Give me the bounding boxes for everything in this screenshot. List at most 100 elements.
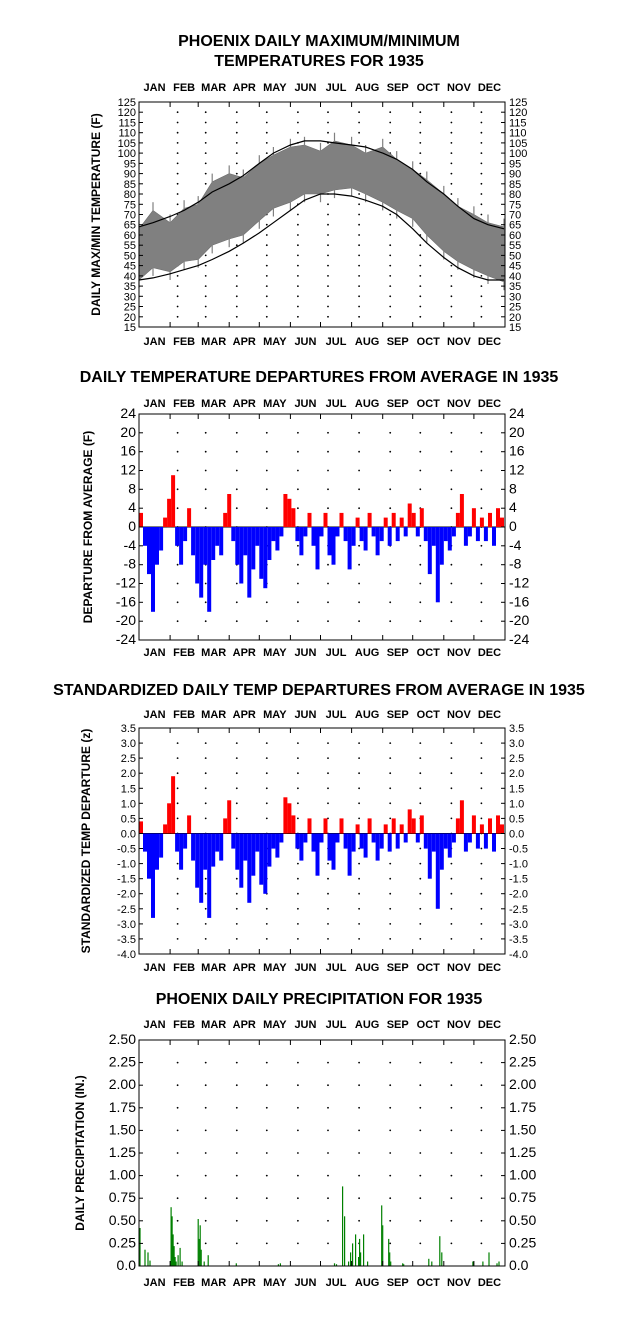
departure-bar	[439, 833, 444, 870]
departure-bar	[347, 833, 352, 876]
grid-dot-0-60-6	[358, 234, 360, 236]
y-tick-label-left: 0.0	[121, 828, 136, 840]
grid-dot-1-12-6	[358, 469, 360, 472]
grid-dot-3-1-9	[450, 1174, 453, 1177]
month-label-top: SEP	[387, 398, 409, 410]
month-label-top: APR	[233, 709, 256, 721]
grid-dot-2-1.5-9	[450, 787, 453, 790]
y-tick-label-left: 0.75	[109, 1189, 136, 1205]
grid-dot-2--3.5-9	[450, 938, 453, 940]
grid-dot-3-0.25-8	[419, 1242, 422, 1245]
departure-bar	[291, 508, 296, 527]
grid-dot-3-2.25-7	[389, 1061, 392, 1064]
grid-dot-0-50-1	[204, 254, 207, 257]
y-tick-label-right: 65	[509, 220, 521, 232]
y-tick-label-right: 0.5	[509, 813, 524, 825]
grid-dot-0-110-7	[389, 131, 392, 134]
grid-dot-1-4-1	[204, 507, 207, 510]
grid-dot-0-20-3	[265, 315, 268, 318]
grid-dot-3-0.75-2	[235, 1197, 238, 1200]
grid-dot-2-2-4	[297, 772, 299, 775]
y-tick-label-left: 1.5	[121, 783, 136, 795]
y-tick-label-right: 1.0	[509, 798, 524, 810]
grid-dot-0-40-6	[358, 275, 360, 277]
y-tick-label-right: 1.50	[509, 1121, 536, 1137]
grid-dot-2-3-7	[389, 742, 392, 744]
grid-dot-3-1.25-0	[176, 1152, 179, 1154]
grid-dot-3-0.25-10	[480, 1242, 483, 1245]
departure-bar	[419, 815, 424, 834]
grid-dot-1-8-4	[297, 488, 299, 491]
grid-dot-0-65-3	[265, 223, 268, 226]
departure-bar	[407, 503, 412, 527]
departure-bar	[335, 833, 340, 843]
y-tick-label-left: 55	[124, 240, 136, 252]
grid-dot-2--2-9	[450, 892, 453, 895]
grid-dot-1-4-10	[480, 507, 483, 510]
y-tick-label-right: 1.00	[509, 1167, 536, 1183]
departure-bar	[379, 527, 384, 542]
grid-dot-0-75-6	[358, 203, 360, 206]
grid-dot-2--3-0	[176, 923, 179, 925]
y-tick-label-right: 105	[509, 138, 527, 150]
grid-dot-2--1.5-8	[419, 877, 422, 880]
departure-bar	[271, 833, 276, 849]
departure-bar	[167, 803, 172, 834]
grid-dot-3-1.75-7	[389, 1106, 392, 1109]
y-tick-label-right: -0.5	[509, 844, 528, 856]
y-tick-label-left: 105	[118, 138, 136, 150]
grid-dot-3-2-7	[389, 1084, 392, 1087]
departure-bar	[323, 512, 328, 527]
grid-dot-0-95-9	[450, 162, 453, 165]
departure-bar	[439, 527, 444, 565]
month-label-top: MAY	[263, 1019, 287, 1031]
departure-bar	[255, 527, 260, 546]
grid-dot-1-4-2	[235, 507, 238, 510]
grid-dot-0-80-10	[480, 193, 483, 195]
y-tick-label-left: 12	[120, 462, 136, 478]
grid-dot-2-2.5-1	[204, 757, 207, 759]
departure-bar	[415, 527, 420, 537]
departure-bar	[287, 803, 292, 834]
y-tick-label-right: 90	[509, 169, 521, 181]
grid-dot-0-85-0	[176, 182, 179, 185]
grid-dot-0-115-3	[265, 121, 268, 124]
y-tick-label-right: 4	[509, 499, 517, 515]
grid-dot-0-70-4	[297, 213, 299, 216]
departure-bar	[403, 833, 408, 843]
grid-dot-2-1.5-2	[235, 787, 238, 790]
grid-dot-0-100-8	[419, 152, 422, 155]
month-label-bottom: OCT	[417, 647, 441, 659]
grid-dot-2-2-5	[327, 772, 329, 775]
grid-dot-0-35-5	[327, 285, 329, 287]
grid-dot-0-65-5	[327, 223, 329, 226]
y-tick-label-left: 0	[128, 518, 136, 534]
month-label-bottom: JUN	[294, 336, 316, 348]
grid-dot-0-105-1	[204, 142, 207, 144]
y-tick-label-left: 65	[124, 220, 136, 232]
grid-dot-1--16-6	[358, 601, 360, 604]
month-label-top: JAN	[144, 709, 166, 721]
month-label-bottom: AUG	[355, 962, 379, 974]
grid-dot-2-3-6	[358, 742, 360, 744]
departure-bar	[500, 824, 504, 834]
grid-dot-1--8-10	[480, 563, 483, 566]
departure-bar	[431, 527, 436, 546]
grid-dot-0-105-10	[480, 142, 483, 144]
grid-dot-0-110-3	[265, 131, 268, 134]
departure-bar	[159, 833, 164, 858]
grid-dot-0-95-10	[480, 162, 483, 165]
grid-dot-0-120-4	[297, 111, 299, 114]
grid-dot-1--20-7	[389, 620, 392, 623]
grid-dot-2--1.5-1	[204, 877, 207, 880]
grid-dot-1-4-3	[265, 507, 268, 510]
departure-bar	[311, 833, 316, 852]
departure-bar	[483, 833, 488, 849]
grid-dot-0-115-4	[297, 121, 299, 124]
grid-dot-2--2-5	[327, 892, 329, 895]
departure-bar	[199, 527, 204, 598]
grid-dot-1--8-8	[419, 563, 422, 566]
departure-bar	[395, 833, 400, 849]
y-tick-label-right: 2.00	[509, 1076, 536, 1092]
grid-dot-1-20-0	[176, 431, 179, 434]
